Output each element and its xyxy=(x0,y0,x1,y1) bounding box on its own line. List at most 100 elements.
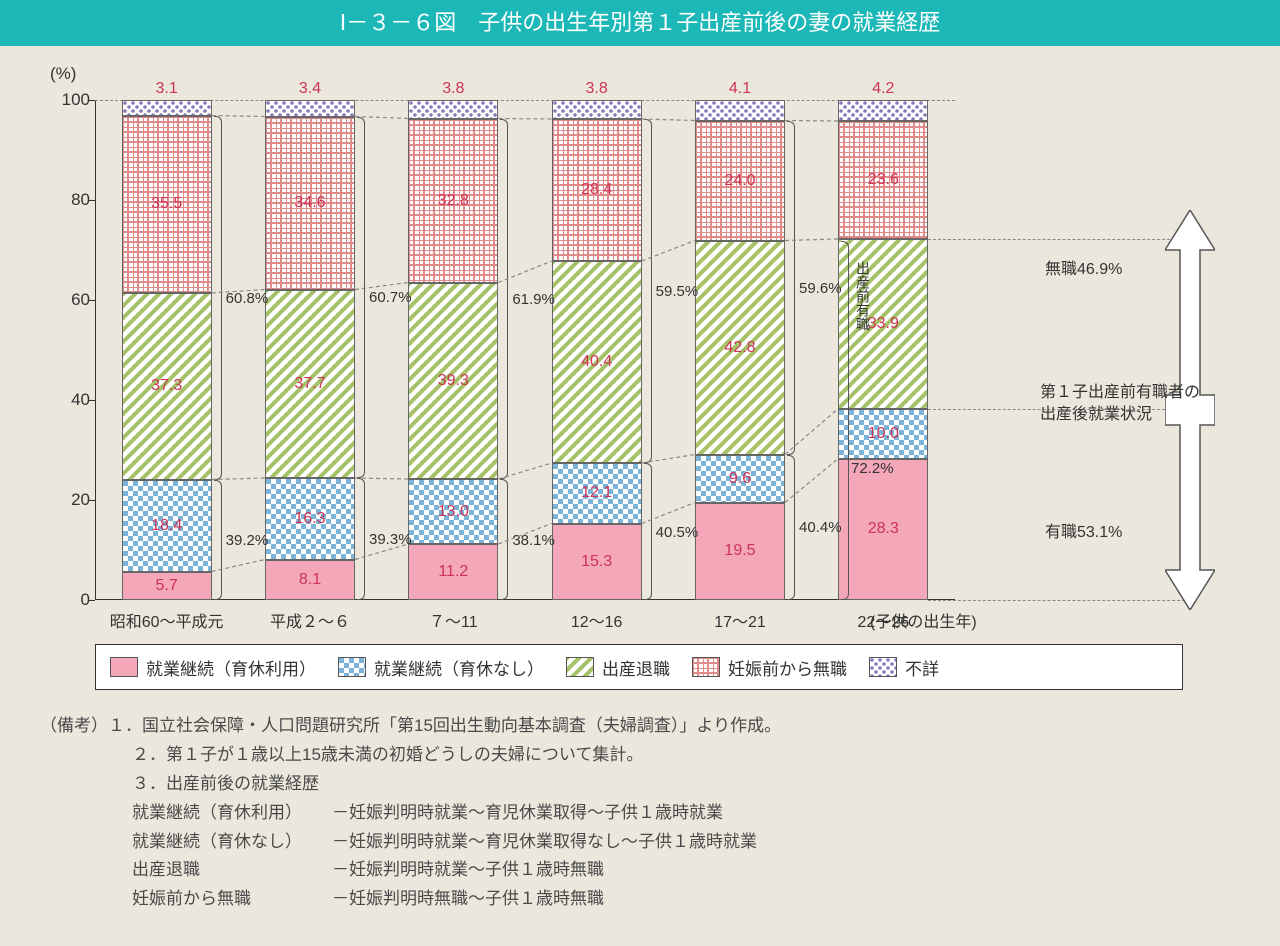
notes: （備考）１．国立社会保障・人口問題研究所「第15回出生動向基本調査（夫婦調査）」… xyxy=(40,712,781,914)
bar-value: 11.2 xyxy=(408,563,498,581)
notes-def-key: 就業継続（育休なし） xyxy=(132,828,332,857)
bar-value: 3.4 xyxy=(265,80,355,98)
dash-ext-baseline xyxy=(928,600,1190,601)
swatch-icon xyxy=(692,657,720,677)
notes-line: １．国立社会保障・人口問題研究所「第15回出生動向基本調査（夫婦調査）」より作成… xyxy=(108,716,781,735)
y-tick: 20 xyxy=(55,490,90,510)
swatch-icon xyxy=(566,657,594,677)
legend-label: 妊娠前から無職 xyxy=(728,655,847,680)
bar-value: 35.5 xyxy=(122,195,212,213)
bar-value: 3.1 xyxy=(122,80,212,98)
notes-head: （備考） xyxy=(40,716,108,735)
bar-value: 3.8 xyxy=(552,80,642,98)
bar-value: 42.8 xyxy=(695,339,785,357)
bracket-pct-lower: 39.2% xyxy=(226,532,269,549)
legend-label: 就業継続（育休利用） xyxy=(146,655,316,680)
bar-value: 16.3 xyxy=(265,510,355,528)
bracket-pct-lower: 39.3% xyxy=(369,531,412,548)
bar-value: 23.6 xyxy=(838,171,928,189)
swatch-icon xyxy=(869,657,897,677)
bar-group: 8.116.337.734.63.4平成２～６ xyxy=(265,100,355,600)
x-axis xyxy=(95,599,955,600)
bar-segment xyxy=(408,100,498,119)
bar-value: 34.6 xyxy=(265,194,355,212)
bar-segment xyxy=(695,100,785,121)
notes-def-key: 妊娠前から無職 xyxy=(132,885,332,914)
bar-value: 28.4 xyxy=(552,181,642,199)
category-label: 17～21 xyxy=(673,608,808,632)
notes.defs.3.v: －妊娠判明時無職～子供１歳時無職 xyxy=(332,885,604,914)
notes-def-val: －妊娠判明時就業～育児休業取得なし～子供１歳時就業 xyxy=(332,828,757,857)
right-box-text: 第１子出産前有職者の 出産後就業状況 xyxy=(1040,382,1220,427)
bar-value: 39.3 xyxy=(408,372,498,390)
figure-title: Ⅰ－３－６図 子供の出生年別第１子出産前後の妻の就業経歴 xyxy=(0,0,1280,46)
bar-value: 19.5 xyxy=(695,542,785,560)
bar-value: 33.9 xyxy=(838,315,928,333)
notes-line: ３．出産前後の就業経歴 xyxy=(132,774,319,793)
bar-value: 37.7 xyxy=(265,375,355,393)
bar-value: 5.7 xyxy=(122,577,212,595)
category-label: 平成２～６ xyxy=(243,608,378,632)
legend-label: 就業継続（育休なし） xyxy=(374,655,544,680)
category-label: 昭和60～平成元 xyxy=(99,608,234,632)
bar-group: 11.213.039.332.83.8７～11 xyxy=(408,100,498,600)
bar-value: 8.1 xyxy=(265,571,355,589)
bracket-pct-upper: 60.7% xyxy=(369,289,412,306)
gridline-100 xyxy=(95,100,955,101)
bracket-pct-upper: 59.5% xyxy=(656,283,699,300)
bracket-pct-lower: 40.4% xyxy=(799,519,842,536)
bar-segment xyxy=(552,100,642,119)
y-tick: 100 xyxy=(55,90,90,110)
right-upper-label: 無職46.9% xyxy=(1045,255,1122,279)
bar-group: 19.59.642.824.04.117～21 xyxy=(695,100,785,600)
bar-group: 15.312.140.428.43.812～16 xyxy=(552,100,642,600)
bracket-pct-upper: 61.9% xyxy=(512,291,555,308)
swatch-icon xyxy=(338,657,366,677)
legend-item: 出産退職 xyxy=(566,655,670,680)
bar-group: 5.718.437.335.53.1昭和60～平成元 xyxy=(122,100,212,600)
notes-def-key: 出産退職 xyxy=(132,856,332,885)
bar-value: 32.8 xyxy=(408,192,498,210)
bar-value: 18.4 xyxy=(122,517,212,535)
swatch-icon xyxy=(110,657,138,677)
bar-value: 9.6 xyxy=(695,470,785,488)
notes-def-key: 就業継続（育休利用） xyxy=(132,799,332,828)
bar-group: 28.310.033.923.64.222～26 xyxy=(838,100,928,600)
category-label: 12～16 xyxy=(529,608,664,632)
bar-value: 3.8 xyxy=(408,80,498,98)
legend-item: 妊娠前から無職 xyxy=(692,655,847,680)
legend-item: 就業継続（育休なし） xyxy=(338,655,544,680)
right-lower-label: 有職53.1% xyxy=(1045,518,1122,542)
bracket-pct-lower: 38.1% xyxy=(512,532,555,549)
bar-value: 28.3 xyxy=(838,520,928,538)
bar-segment xyxy=(265,100,355,117)
right-annotation: 無職46.9% 有職53.1% 第１子出産前有職者の 出産後就業状況 xyxy=(985,100,1245,600)
bracket-final-pct: 72.2% xyxy=(851,460,894,477)
bar-value: 4.1 xyxy=(695,80,785,98)
bar-value: 15.3 xyxy=(552,553,642,571)
notes-def-val: －妊娠判明時就業～育児休業取得～子供１歳時就業 xyxy=(332,799,723,828)
bracket-side-label: 出産前有職 xyxy=(853,261,873,331)
bracket-pct-upper: 60.8% xyxy=(226,290,269,307)
bar-value: 12.1 xyxy=(552,484,642,502)
legend-item: 就業継続（育休利用） xyxy=(110,655,316,680)
legend-item: 不詳 xyxy=(869,655,939,680)
bar-value: 10.0 xyxy=(838,425,928,443)
notes-line: ２．第１子が１歳以上15歳未満の初婚どうしの夫婦について集計。 xyxy=(132,745,643,764)
y-tick: 0 xyxy=(55,590,90,610)
bar-segment xyxy=(838,100,928,121)
bar-segment xyxy=(122,100,212,116)
bracket-pct-upper: 59.6% xyxy=(799,280,842,297)
x-axis-title: (子供の出生年) xyxy=(870,608,977,632)
bar-value: 13.0 xyxy=(408,503,498,521)
bracket-pct-lower: 40.5% xyxy=(656,524,699,541)
bar-value: 24.0 xyxy=(695,172,785,190)
plot-area: 020406080100 5.718.437.335.53.1昭和60～平成元8… xyxy=(95,100,955,600)
y-tick: 60 xyxy=(55,290,90,310)
legend-label: 出産退職 xyxy=(602,655,670,680)
figure-container: Ⅰ－３－６図 子供の出生年別第１子出産前後の妻の就業経歴 (%) 0204060… xyxy=(0,0,1280,946)
notes-def-val: －妊娠判明時就業～子供１歳時無職 xyxy=(332,856,604,885)
category-label: ７～11 xyxy=(386,608,521,632)
legend-label: 不詳 xyxy=(905,655,939,680)
bar-value: 37.3 xyxy=(122,377,212,395)
